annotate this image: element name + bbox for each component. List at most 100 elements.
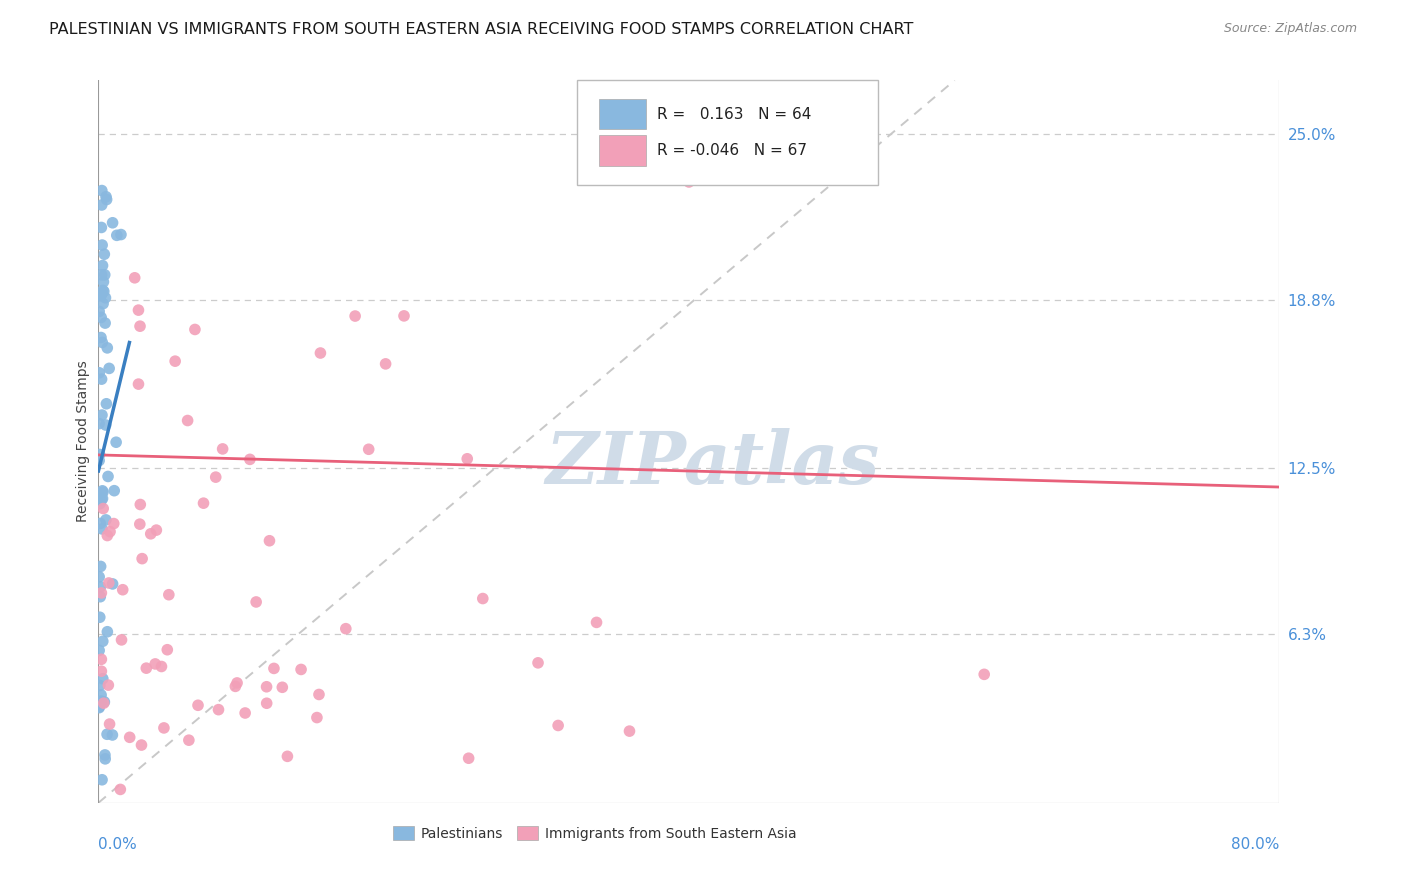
Point — [678, 175, 700, 189]
Point — [90, 586, 112, 600]
Point — [91, 772, 114, 787]
Point — [585, 615, 607, 630]
Point — [305, 710, 328, 724]
Point — [91, 501, 114, 516]
Point — [91, 408, 114, 422]
Point — [93, 695, 115, 709]
Point — [91, 483, 114, 498]
Point — [165, 354, 187, 368]
Point — [156, 642, 179, 657]
Point — [187, 698, 209, 713]
Point — [89, 700, 111, 714]
Point — [94, 291, 117, 305]
Point — [527, 656, 550, 670]
Point — [89, 447, 111, 461]
Point — [110, 227, 132, 242]
Point — [101, 728, 124, 742]
Point — [184, 322, 207, 336]
Point — [90, 220, 112, 235]
Text: R = -0.046   N = 67: R = -0.046 N = 67 — [657, 143, 807, 158]
Point — [90, 310, 112, 325]
Point — [89, 643, 111, 657]
Point — [211, 442, 233, 456]
Point — [96, 624, 118, 639]
Point — [157, 588, 180, 602]
Point — [94, 752, 117, 766]
Point — [96, 193, 118, 207]
Point — [89, 453, 111, 467]
Point — [93, 268, 115, 282]
Point — [139, 526, 162, 541]
Point — [94, 513, 117, 527]
Point — [90, 289, 112, 303]
Point — [91, 238, 114, 252]
Text: R =   0.163   N = 64: R = 0.163 N = 64 — [657, 107, 811, 121]
Point — [110, 782, 132, 797]
Point — [90, 330, 112, 344]
Point — [176, 413, 198, 427]
Point — [153, 721, 176, 735]
Point — [89, 497, 111, 511]
Point — [263, 661, 285, 675]
Point — [204, 470, 226, 484]
Point — [145, 523, 167, 537]
Point — [226, 676, 249, 690]
Point — [89, 570, 111, 584]
Point — [245, 595, 267, 609]
Point — [344, 309, 367, 323]
Point — [150, 659, 173, 673]
Point — [90, 559, 112, 574]
FancyBboxPatch shape — [599, 99, 647, 129]
Point — [93, 247, 115, 261]
FancyBboxPatch shape — [599, 136, 647, 166]
Point — [97, 576, 120, 591]
Point — [101, 577, 124, 591]
Point — [90, 694, 112, 708]
Point — [90, 288, 112, 302]
Point — [91, 296, 114, 310]
Point — [128, 517, 150, 532]
Point — [90, 372, 112, 386]
Point — [290, 663, 312, 677]
Point — [89, 516, 111, 531]
Text: ZIPatlas: ZIPatlas — [546, 428, 880, 499]
Point — [143, 657, 166, 671]
Text: 80.0%: 80.0% — [1232, 838, 1279, 853]
Text: 0.0%: 0.0% — [98, 838, 138, 853]
Point — [131, 738, 153, 752]
Point — [91, 672, 114, 686]
Point — [89, 610, 111, 624]
Point — [105, 228, 128, 243]
Point — [111, 582, 134, 597]
Legend: Palestinians, Immigrants from South Eastern Asia: Palestinians, Immigrants from South East… — [387, 821, 801, 847]
Point — [96, 397, 118, 411]
Point — [193, 496, 215, 510]
Point — [457, 751, 479, 765]
Point — [89, 580, 111, 594]
Point — [94, 747, 117, 762]
Point — [89, 366, 111, 380]
Point — [91, 491, 114, 506]
Point — [110, 632, 132, 647]
Point — [96, 528, 118, 542]
Point — [118, 731, 141, 745]
Point — [357, 442, 380, 457]
Point — [103, 516, 125, 531]
Point — [471, 591, 494, 606]
Point — [89, 590, 111, 604]
Point — [131, 551, 153, 566]
Text: Source: ZipAtlas.com: Source: ZipAtlas.com — [1223, 22, 1357, 36]
Point — [90, 198, 112, 212]
Point — [127, 303, 149, 318]
Point — [239, 452, 262, 467]
Point — [256, 680, 278, 694]
Point — [90, 184, 112, 198]
Point — [97, 469, 120, 483]
Point — [129, 498, 152, 512]
Point — [89, 417, 111, 431]
Point — [90, 492, 112, 507]
Point — [90, 688, 112, 702]
Point — [335, 622, 357, 636]
Point — [89, 304, 111, 318]
Point — [309, 346, 332, 360]
